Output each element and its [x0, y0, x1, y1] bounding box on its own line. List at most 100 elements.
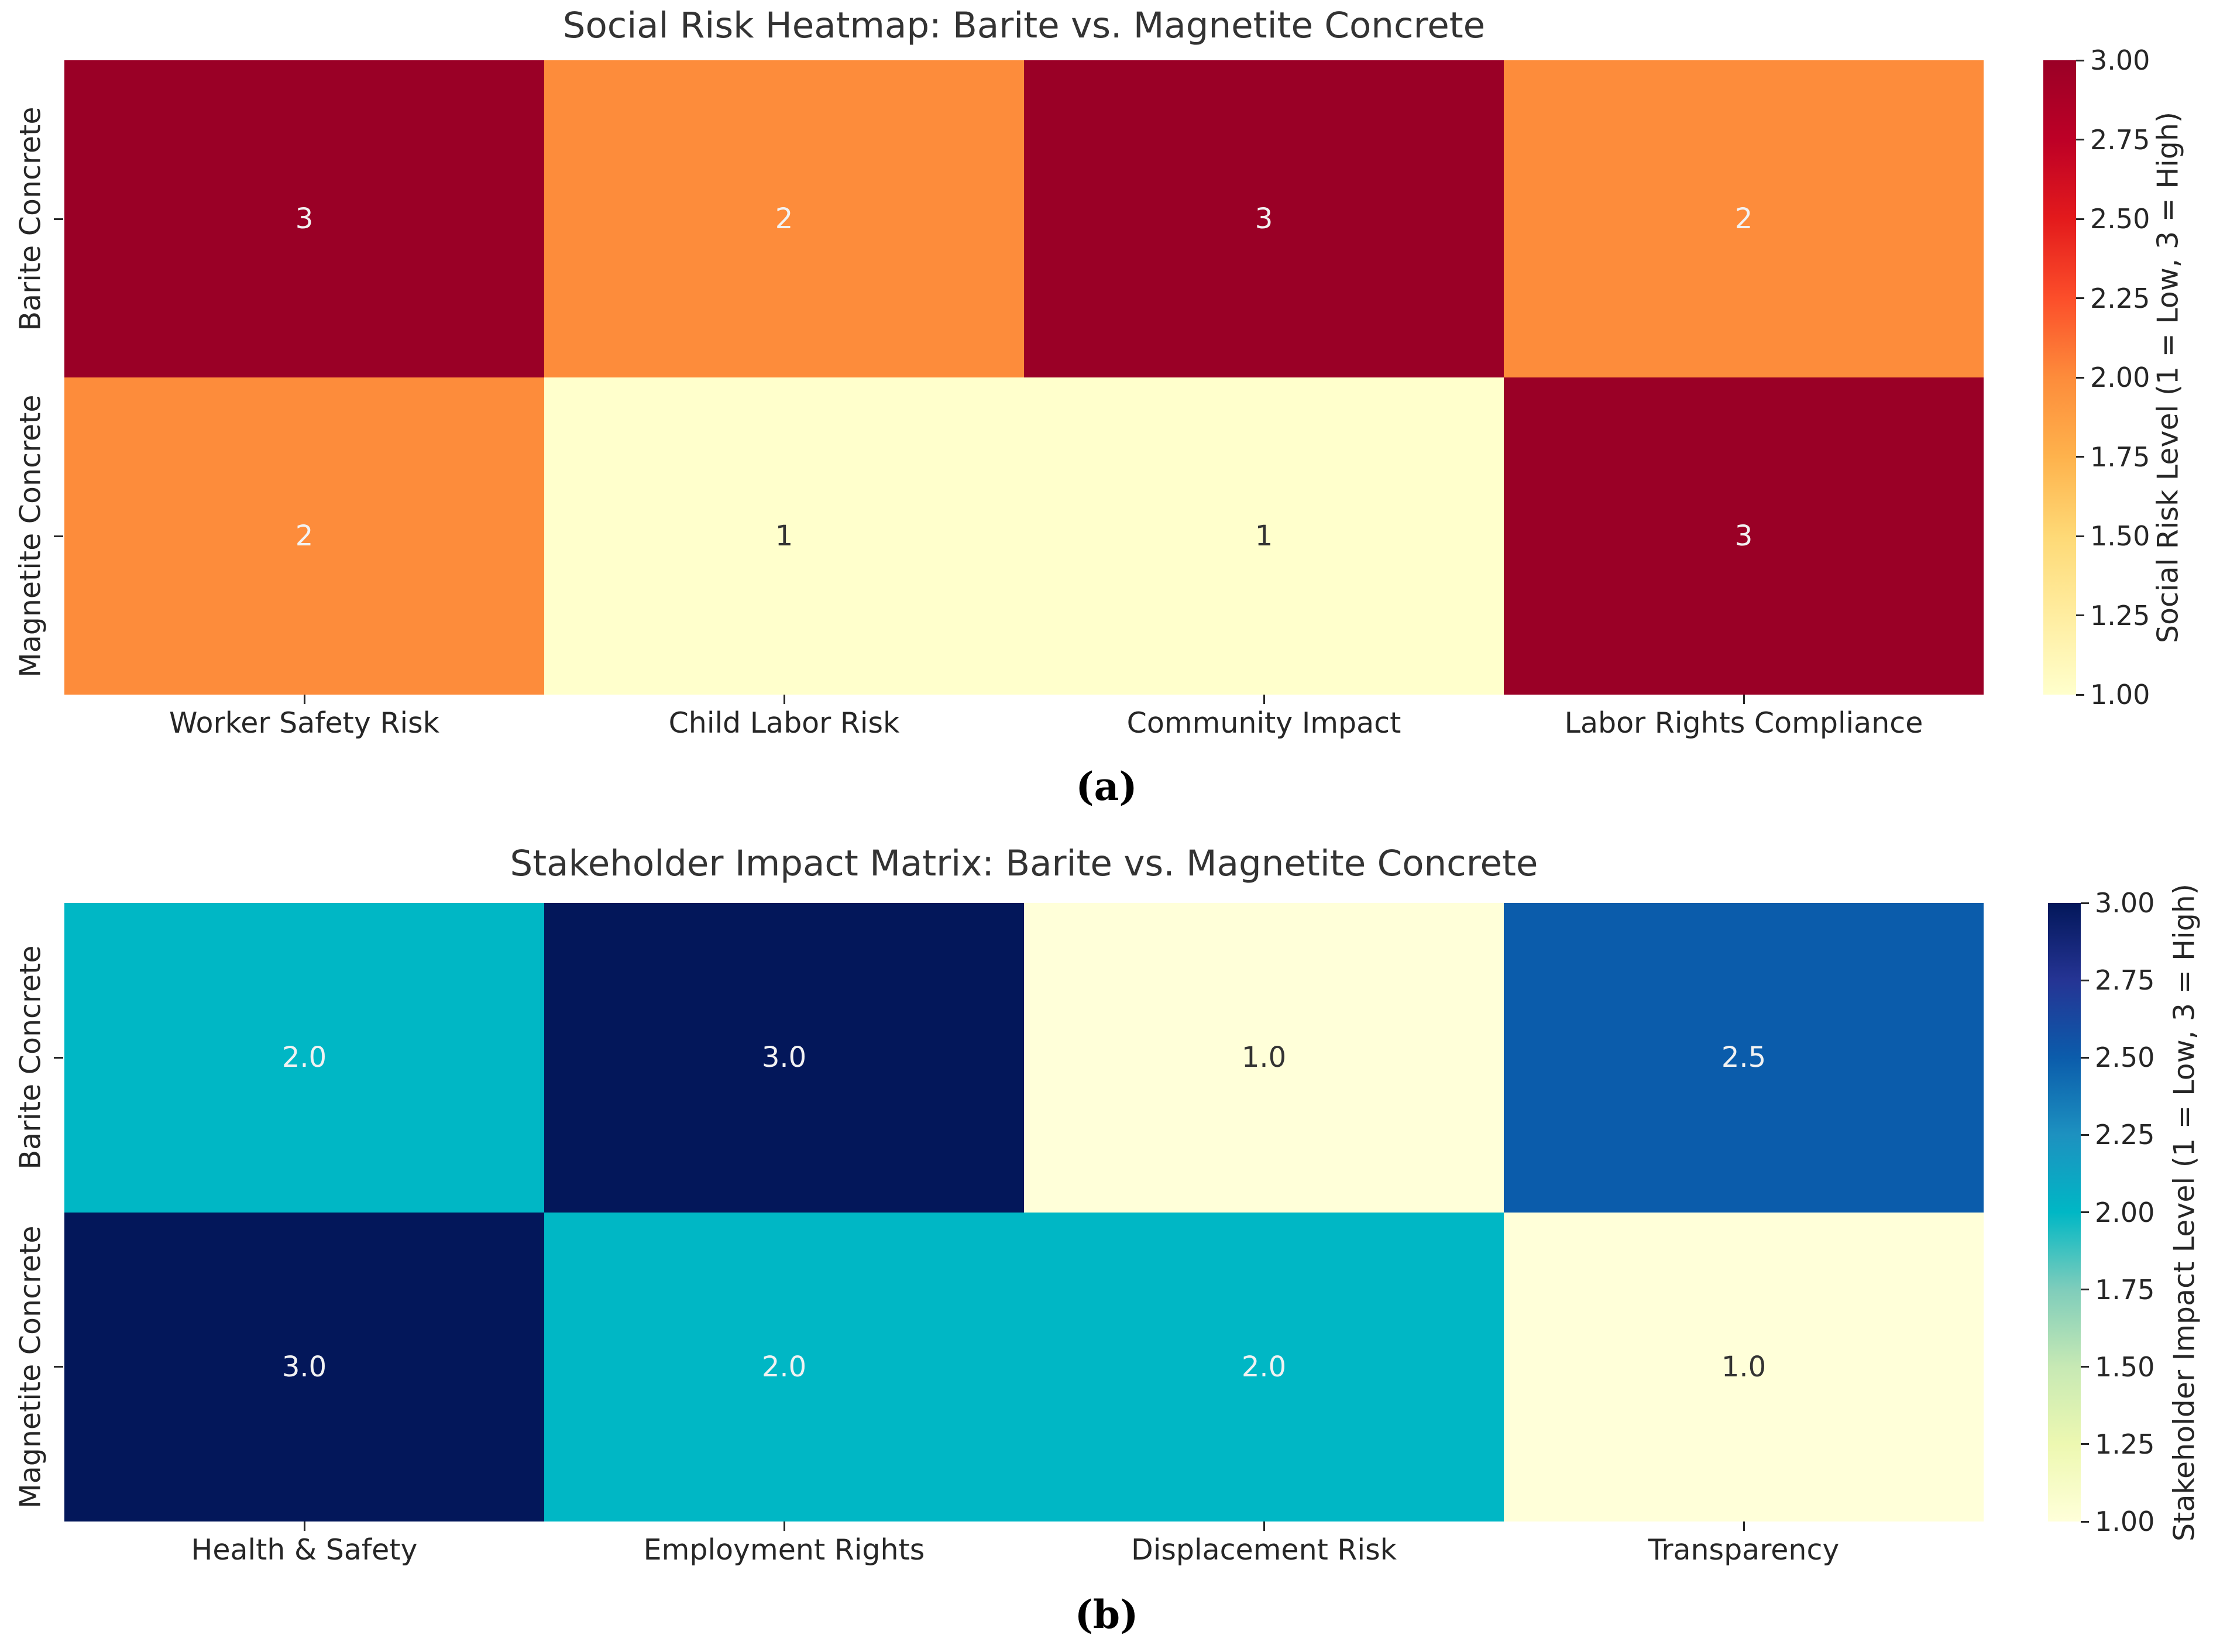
- cell-value: 2.5: [1721, 1041, 1767, 1074]
- heatmap-cell: 2: [544, 60, 1024, 377]
- x-tick-label: Health & Safety: [191, 1533, 418, 1567]
- heatmap-cell: 1: [544, 377, 1024, 695]
- colorbar-tick-label: 1.75: [2090, 441, 2150, 473]
- colorbar-tick-mark: [2076, 139, 2084, 140]
- cell-value: 3.0: [761, 1041, 807, 1074]
- x-tick-mark: [303, 1522, 305, 1531]
- colorbar-tick-label: 1.50: [2095, 1351, 2155, 1383]
- colorbar-tick-mark: [2081, 979, 2089, 981]
- colorbar-tick-label: 3.00: [2095, 887, 2155, 919]
- x-tick-label: Employment Rights: [643, 1533, 925, 1567]
- x-tick-mark: [303, 695, 305, 704]
- colorbar-tick-mark: [2076, 59, 2084, 61]
- y-tick-mark: [54, 1056, 63, 1059]
- colorbar-tick-mark: [2081, 1134, 2089, 1136]
- heatmap-axes: 3 2 3 2 2 1 1 3: [64, 60, 1984, 695]
- y-tick-label: Magnetite Concrete: [13, 1225, 47, 1509]
- panel-caption: (a): [1075, 764, 1138, 809]
- cell-value: 2: [1734, 202, 1753, 235]
- cell-value: 1: [1255, 520, 1273, 552]
- heatmap-cell: 3: [1024, 60, 1504, 377]
- x-tick-mark: [1743, 1522, 1745, 1531]
- colorbar-tick-label: 2.50: [2090, 203, 2150, 235]
- colorbar-tick-mark: [2081, 1211, 2089, 1213]
- cell-value: 1.0: [1721, 1350, 1767, 1383]
- x-tick-mark: [1263, 1522, 1265, 1531]
- cell-value: 3: [295, 202, 314, 235]
- x-tick-mark: [783, 695, 785, 704]
- heatmap-cell: 2.0: [64, 903, 544, 1213]
- colorbar-tick-label: 1.25: [2090, 599, 2150, 631]
- y-tick-label: Barite Concrete: [13, 945, 47, 1170]
- heatmap-cell: 2.0: [1024, 1212, 1504, 1522]
- x-tick-label: Community Impact: [1126, 706, 1401, 740]
- colorbar-tick-mark: [2076, 218, 2084, 220]
- x-tick-mark: [1743, 695, 1745, 704]
- x-tick-label: Displacement Risk: [1131, 1533, 1397, 1567]
- cell-value: 2: [295, 520, 314, 552]
- colorbar-tick-label: 3.00: [2090, 44, 2150, 76]
- cell-value: 1.0: [1241, 1041, 1287, 1074]
- colorbar: [2048, 903, 2081, 1522]
- heatmap-cell: 2.5: [1504, 903, 1984, 1213]
- cell-value: 2.0: [1241, 1350, 1287, 1383]
- colorbar-tick-mark: [2081, 1366, 2089, 1368]
- colorbar-tick-mark: [2076, 614, 2084, 616]
- x-tick-label: Transparency: [1648, 1533, 1840, 1567]
- x-tick-label: Child Labor Risk: [668, 706, 900, 740]
- colorbar-tick-mark: [2081, 1289, 2089, 1291]
- colorbar-label: Social Risk Level (1 = Low, 3 = High): [2151, 111, 2185, 644]
- colorbar-tick-label: 2.25: [2090, 282, 2150, 314]
- y-tick-label: Magnetite Concrete: [13, 394, 47, 678]
- y-tick-mark: [54, 1366, 63, 1368]
- colorbar-tick-mark: [2081, 1056, 2089, 1059]
- x-tick-mark: [1263, 695, 1265, 704]
- panel-caption: (b): [1074, 1592, 1139, 1637]
- x-tick-mark: [783, 1522, 785, 1531]
- cell-value: 2.0: [281, 1041, 327, 1074]
- colorbar-tick-label: 2.00: [2095, 1196, 2155, 1228]
- colorbar-tick-label: 2.75: [2090, 123, 2150, 156]
- colorbar-tick-mark: [2076, 456, 2084, 458]
- heatmap-cell: 3: [1504, 377, 1984, 695]
- colorbar-tick-mark: [2081, 902, 2089, 904]
- colorbar-gradient: [2048, 903, 2081, 1522]
- y-tick-mark: [54, 218, 63, 220]
- cell-value: 1: [775, 520, 793, 552]
- colorbar-tick-label: 1.25: [2095, 1428, 2155, 1460]
- colorbar-gradient: [2043, 60, 2076, 695]
- chart-title: Social Risk Heatmap: Barite vs. Magnetit…: [562, 5, 1486, 46]
- cell-value: 3: [1255, 202, 1273, 235]
- heatmap-cell: 2.0: [544, 1212, 1024, 1522]
- heatmap-cell: 3.0: [544, 903, 1024, 1213]
- colorbar-tick-label: 2.75: [2095, 964, 2155, 997]
- heatmap-cell: 1.0: [1504, 1212, 1984, 1522]
- cell-value: 3: [1734, 520, 1753, 552]
- colorbar-tick-label: 1.75: [2095, 1273, 2155, 1306]
- heatmap-cell: 1: [1024, 377, 1504, 695]
- colorbar: [2043, 60, 2076, 695]
- colorbar-tick-mark: [2081, 1443, 2089, 1445]
- colorbar-tick-label: 2.50: [2095, 1042, 2155, 1074]
- cell-value: 2: [775, 202, 793, 235]
- y-tick-mark: [54, 535, 63, 537]
- colorbar-tick-label: 2.00: [2090, 362, 2150, 393]
- colorbar-tick-mark: [2076, 535, 2084, 537]
- cell-value: 2.0: [761, 1350, 807, 1383]
- colorbar-tick-label: 1.00: [2090, 679, 2150, 710]
- cell-value: 3.0: [281, 1350, 327, 1383]
- heatmap-cell: 1.0: [1024, 903, 1504, 1213]
- heatmap-cell: 2: [64, 377, 544, 695]
- colorbar-tick-mark: [2081, 1520, 2089, 1523]
- colorbar-tick-mark: [2076, 297, 2084, 299]
- heatmap-cell: 3: [64, 60, 544, 377]
- colorbar-tick-mark: [2076, 376, 2084, 379]
- colorbar-tick-label: 2.25: [2095, 1119, 2155, 1151]
- x-tick-label: Labor Rights Compliance: [1564, 706, 1923, 740]
- heatmap-axes: 2.0 3.0 1.0 2.5 3.0 2.0 2.0 1.0: [64, 903, 1984, 1522]
- colorbar-tick-label: 1.50: [2090, 520, 2150, 552]
- colorbar-label: Stakeholder Impact Level (1 = Low, 3 = H…: [2167, 883, 2201, 1541]
- colorbar-tick-mark: [2076, 693, 2084, 696]
- x-tick-label: Worker Safety Risk: [169, 706, 440, 740]
